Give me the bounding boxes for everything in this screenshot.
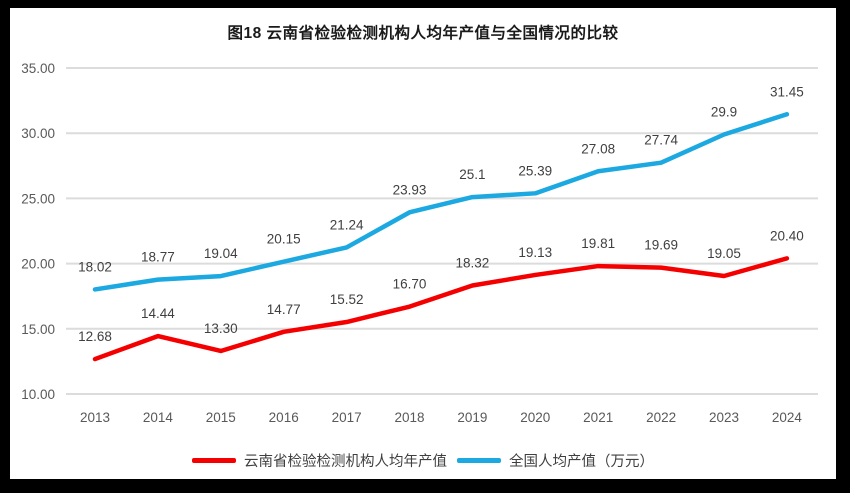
x-axis-tick-label: 2020 xyxy=(520,410,550,425)
legend-item-yunnan: 云南省检验检测机构人均年产值 xyxy=(192,450,447,471)
chart-canvas: 图18 云南省检验检测机构人均年产值与全国情况的比较 35.00 30.00 25.… xyxy=(10,8,836,479)
x-axis-tick-label: 2019 xyxy=(457,410,487,425)
x-axis-tick-label: 2017 xyxy=(332,410,362,425)
data-label: 25.1 xyxy=(459,167,485,182)
data-label: 31.45 xyxy=(770,84,804,99)
data-label: 14.77 xyxy=(267,302,301,317)
data-label: 14.44 xyxy=(141,306,175,321)
y-axis-tick-label: 20.00 xyxy=(21,257,55,272)
legend-swatch-red-line-icon xyxy=(192,458,236,463)
chart-legend: 云南省检验检测机构人均年产值 全国人均产值（万元） xyxy=(10,450,836,471)
data-label: 19.13 xyxy=(518,245,552,260)
data-label: 29.9 xyxy=(711,105,737,120)
y-axis-tick-label: 35.00 xyxy=(21,61,55,76)
data-label: 16.70 xyxy=(393,277,427,292)
data-label: 15.52 xyxy=(330,292,364,307)
legend-item-national: 全国人均产值（万元） xyxy=(457,450,654,471)
x-axis-tick-label: 2016 xyxy=(269,410,299,425)
data-label: 13.30 xyxy=(204,321,238,336)
x-axis-tick-label: 2015 xyxy=(206,410,236,425)
data-label: 18.02 xyxy=(78,259,112,274)
legend-label-yunnan: 云南省检验检测机构人均年产值 xyxy=(244,454,447,470)
data-label: 20.40 xyxy=(770,228,804,243)
x-axis-tick-label: 2021 xyxy=(583,410,613,425)
data-label: 19.81 xyxy=(581,236,615,251)
y-axis-tick-label: 25.00 xyxy=(21,191,55,206)
data-label: 27.74 xyxy=(644,133,678,148)
x-axis-tick-label: 2024 xyxy=(772,410,803,425)
x-axis-tick-label: 2013 xyxy=(80,410,110,425)
series-line-yunnan xyxy=(92,256,790,362)
data-label: 27.08 xyxy=(581,141,615,156)
legend-swatch-blue-line-icon xyxy=(457,458,501,463)
series-line-national xyxy=(92,112,790,292)
data-label: 23.93 xyxy=(393,182,427,197)
data-label: 19.05 xyxy=(707,246,741,261)
legend-label-national: 全国人均产值（万元） xyxy=(509,454,654,470)
x-axis-tick-label: 2023 xyxy=(709,410,739,425)
data-label: 20.15 xyxy=(267,232,301,247)
data-label: 18.77 xyxy=(141,250,175,265)
data-label: 21.24 xyxy=(330,217,364,232)
y-axis-tick-label: 15.00 xyxy=(21,322,55,337)
x-axis-tick-label: 2022 xyxy=(646,410,676,425)
data-label: 18.32 xyxy=(456,256,490,271)
data-label: 19.69 xyxy=(644,238,678,253)
y-axis-tick-label: 30.00 xyxy=(21,126,55,141)
x-axis-tick-label: 2018 xyxy=(394,410,424,425)
y-axis-tick-label: 10.00 xyxy=(21,387,55,402)
data-label: 12.68 xyxy=(78,329,112,344)
line-chart-plot-area: 35.00 30.00 25.00 20.00 15.00 10.00 2013 2014 20… xyxy=(21,61,818,425)
data-label: 19.04 xyxy=(204,246,238,261)
x-axis-tick-label: 2014 xyxy=(143,410,174,425)
data-label: 25.39 xyxy=(518,163,552,178)
chart-title: 图18 云南省检验检测机构人均年产值与全国情况的比较 xyxy=(227,25,619,42)
